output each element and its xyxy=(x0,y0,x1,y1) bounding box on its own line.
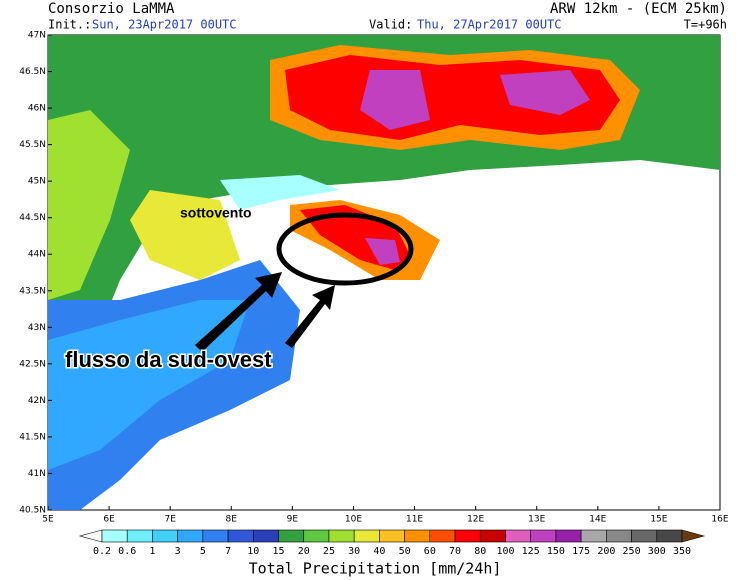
colorbar-label: 0.2 xyxy=(93,546,111,557)
field-magenta xyxy=(360,70,590,130)
colorbar-box xyxy=(606,529,632,543)
colorbar-box xyxy=(631,529,658,543)
colorbar-label: 100 xyxy=(496,546,514,557)
lon-label: 11E xyxy=(406,515,423,525)
colorbar-label: 1 xyxy=(149,546,155,557)
colorbar-box xyxy=(429,529,456,543)
lon-label: 5E xyxy=(42,515,54,525)
lat-label: 40.5N xyxy=(19,506,46,516)
colorbar-box xyxy=(505,529,531,543)
colorbar-box xyxy=(454,529,481,543)
colorbar-label: 3 xyxy=(175,546,181,557)
lon-label: 14E xyxy=(589,515,606,525)
colorbar-box xyxy=(656,529,683,543)
colorbar-box xyxy=(530,529,557,543)
colorbar-box xyxy=(227,529,254,543)
field-yellow xyxy=(130,190,240,280)
lon-label: 16E xyxy=(711,515,728,525)
valid-value: Thu, 27Apr2017 00UTC xyxy=(417,18,562,32)
field-magenta-2 xyxy=(365,238,400,265)
colorbar-label: 7 xyxy=(225,546,231,557)
colorbar-label: 175 xyxy=(572,546,590,557)
source: Consorzio LaMMA xyxy=(48,1,175,17)
colorbar-label: 70 xyxy=(449,546,461,557)
colorbar-box xyxy=(177,529,204,543)
colorbar-label: 25 xyxy=(323,546,335,557)
colorbar-label: 250 xyxy=(623,546,641,557)
lon-label: 8E xyxy=(226,515,238,525)
colorbar-end xyxy=(78,529,103,543)
colorbar-label: 40 xyxy=(373,546,385,557)
colorbar-title: Total Precipitation [mm/24h] xyxy=(249,560,502,578)
colorbar-label: 5 xyxy=(200,546,206,557)
model: ARW 12km - (ECM 25km) xyxy=(550,1,727,17)
colorbar-label: 15 xyxy=(272,546,284,557)
lat-label: 45N xyxy=(28,177,46,187)
lon-label: 13E xyxy=(528,515,545,525)
lat-label: 44.5N xyxy=(19,213,46,223)
colorbar-label: 350 xyxy=(673,546,691,557)
lat-label: 43N xyxy=(28,323,46,333)
colorbar-label: 20 xyxy=(298,546,310,557)
colorbar-box xyxy=(328,529,355,543)
colorbar-label: 200 xyxy=(597,546,615,557)
lat-label: 42N xyxy=(28,396,46,406)
lon-label: 7E xyxy=(164,515,176,525)
colorbar-label: 150 xyxy=(547,546,565,557)
field-lightgreen xyxy=(48,110,130,300)
annotation-flow: flusso da sud-ovest xyxy=(65,347,272,372)
field-lightcyan xyxy=(220,175,340,210)
lon-label: 15E xyxy=(650,515,667,525)
colorbar-box xyxy=(479,529,506,543)
colorbar-box xyxy=(101,529,128,543)
colorbar-box xyxy=(353,529,380,543)
colorbar-box xyxy=(580,529,607,543)
colorbar-box xyxy=(278,529,305,543)
colorbar-label: 30 xyxy=(348,546,360,557)
lat-label: 44N xyxy=(28,250,46,260)
colorbar-label: 300 xyxy=(648,546,666,557)
colorbar-box xyxy=(379,529,405,543)
lon-label: 10E xyxy=(345,515,362,525)
arrow xyxy=(195,272,282,352)
lat-label: 45.5N xyxy=(19,140,46,150)
colorbar-box xyxy=(152,529,178,543)
lat-label: 41.5N xyxy=(19,432,46,442)
lon-label: 6E xyxy=(103,515,115,525)
colorbar-label: 0.6 xyxy=(118,546,136,557)
colorbar-box xyxy=(303,529,330,543)
highlight-ellipse xyxy=(276,212,414,286)
colorbar-box xyxy=(253,529,279,543)
init-label: Init.: xyxy=(48,18,91,32)
arrow xyxy=(285,285,335,348)
annotation-lee: sottovento xyxy=(180,205,252,221)
colorbar-box xyxy=(555,529,582,543)
lead-time: T=+96h xyxy=(684,18,727,32)
lat-label: 42.5N xyxy=(19,359,46,369)
lon-label: 9E xyxy=(287,515,299,525)
colorbar-box xyxy=(202,529,229,543)
colorbar-label: 50 xyxy=(399,546,411,557)
lon-label: 12E xyxy=(467,515,484,525)
colorbar-box xyxy=(126,529,153,543)
colorbar-label: 60 xyxy=(424,546,436,557)
valid-label: Valid: xyxy=(369,18,412,32)
lat-label: 46N xyxy=(28,104,46,114)
colorbar-box xyxy=(404,529,431,543)
colorbar-label: 125 xyxy=(522,546,540,557)
colorbar-label: 10 xyxy=(247,546,259,557)
colorbar-end xyxy=(681,529,706,543)
map: sottovento flusso da sud-ovest xyxy=(47,34,721,511)
lat-label: 41N xyxy=(28,469,46,479)
lat-label: 43.5N xyxy=(19,286,46,296)
lat-label: 47N xyxy=(28,31,46,41)
init-value: Sun, 23Apr2017 00UTC xyxy=(92,18,237,32)
colorbar-label: 80 xyxy=(474,546,486,557)
lat-label: 46.5N xyxy=(19,67,46,77)
